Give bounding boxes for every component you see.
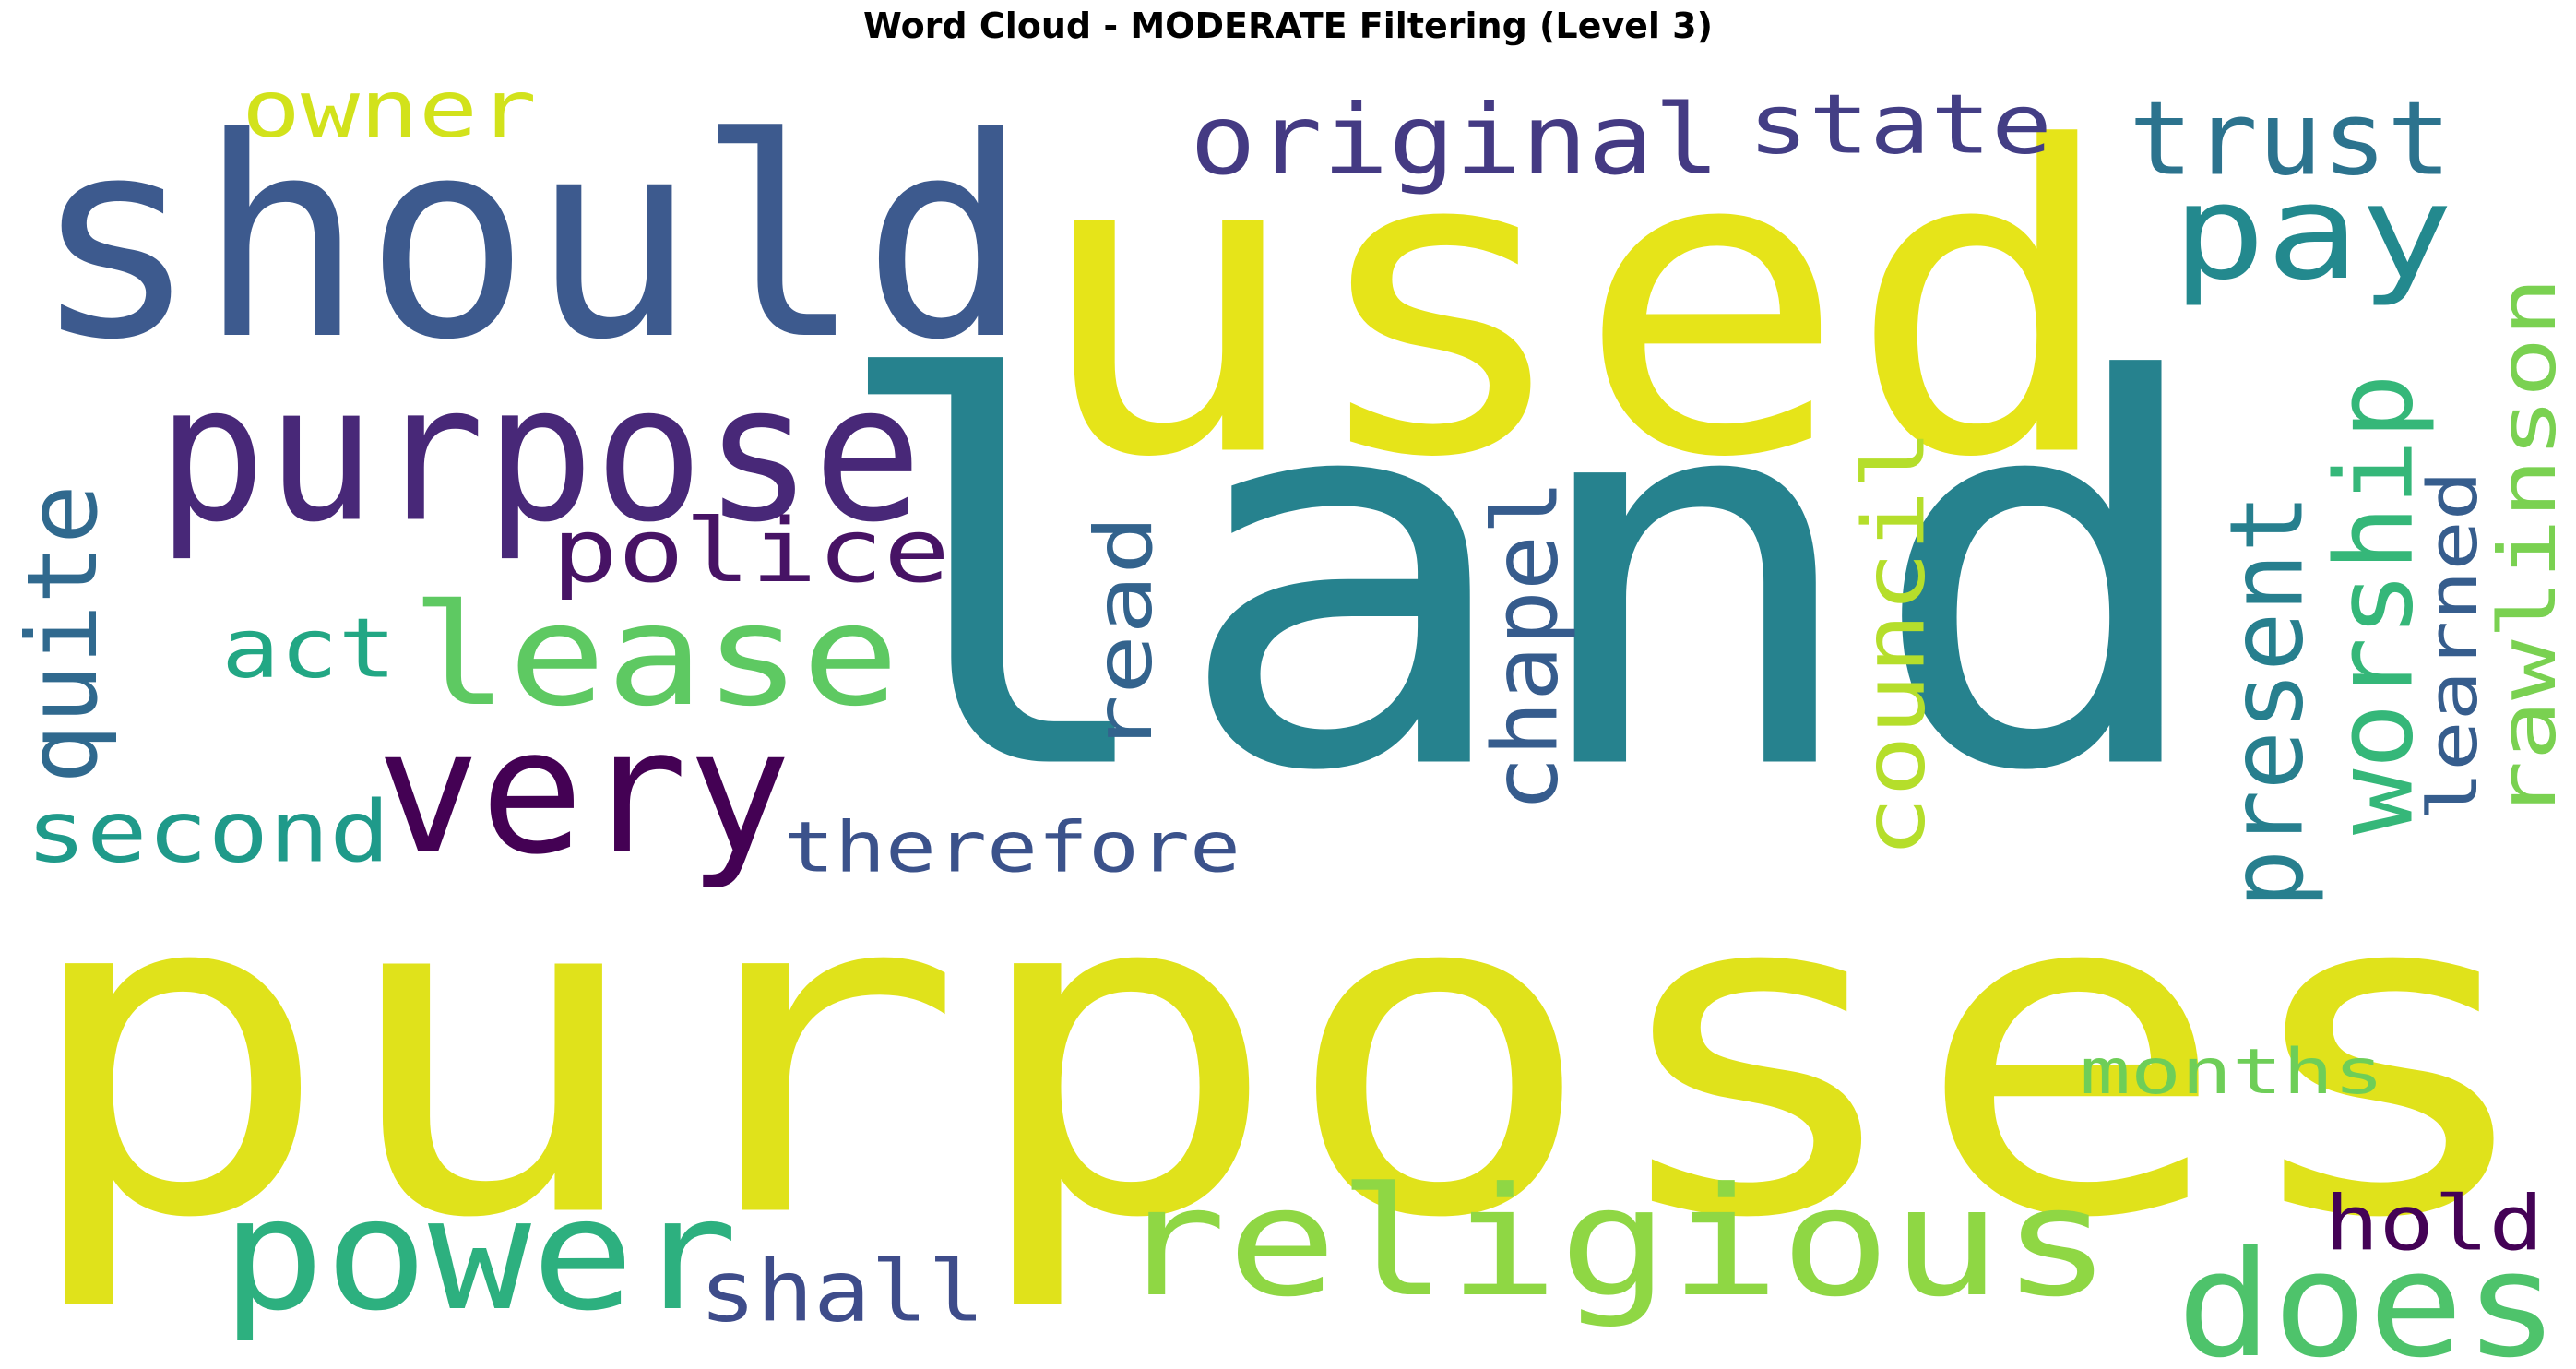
word-police: police bbox=[552, 501, 950, 602]
word-power: power bbox=[221, 1164, 738, 1345]
word-purposes: purposes bbox=[17, 792, 2546, 1317]
word-original: original bbox=[1190, 84, 1720, 196]
word-hold: hold bbox=[2324, 1181, 2544, 1268]
word-worship: worship bbox=[2313, 374, 2438, 835]
word-lease: lease bbox=[410, 574, 899, 737]
word-present: present bbox=[2208, 494, 2326, 909]
chart-title: Word Cloud - MODERATE Filtering (Level 3… bbox=[863, 6, 1713, 46]
word-used: used bbox=[1031, 59, 2119, 550]
word-act: act bbox=[221, 601, 397, 696]
word-second: second bbox=[26, 783, 390, 882]
word-learned: learned bbox=[2414, 470, 2493, 821]
word-shall: shall bbox=[699, 1243, 985, 1341]
word-council: council bbox=[1846, 429, 1944, 858]
word-pay: pay bbox=[2172, 157, 2453, 309]
word-trust: trust bbox=[2129, 80, 2451, 199]
word-read: read bbox=[1078, 515, 1170, 755]
word-very: very bbox=[376, 692, 791, 893]
word-chapel: chapel bbox=[1474, 480, 1578, 812]
word-therefore: therefore bbox=[784, 806, 1241, 888]
word-religious: religious bbox=[1116, 1156, 2112, 1330]
word-land: land bbox=[823, 272, 2215, 887]
word-rawlinson: rawlinson bbox=[2482, 277, 2574, 821]
word-owner: owner bbox=[242, 64, 537, 156]
word-purpose: purpose bbox=[157, 345, 922, 565]
word-state: state bbox=[1748, 77, 2052, 173]
word-quite: quite bbox=[6, 484, 119, 784]
word-should: should bbox=[32, 78, 1028, 400]
word-months: months bbox=[2080, 1036, 2384, 1109]
word-does: does bbox=[2177, 1220, 2559, 1369]
